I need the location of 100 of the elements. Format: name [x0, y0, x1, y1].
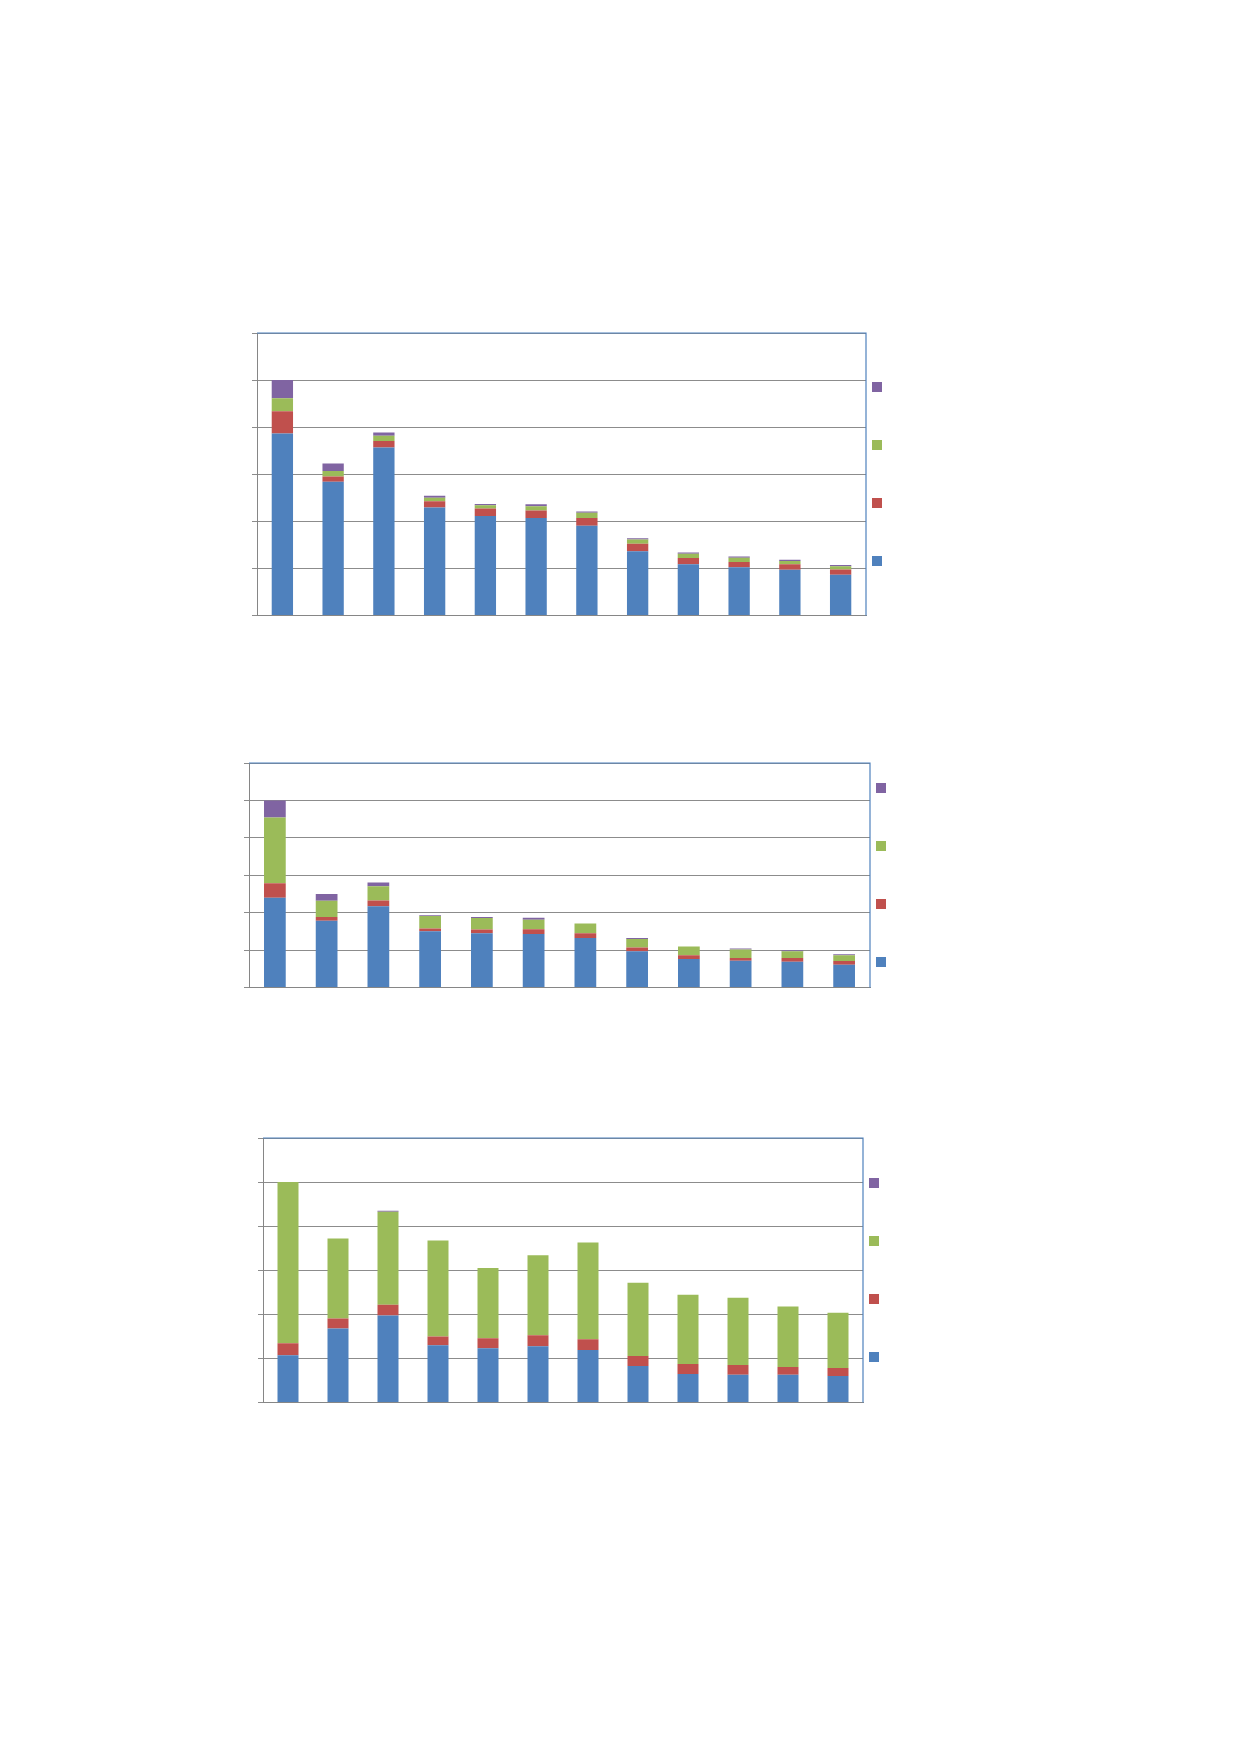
bar — [779, 560, 801, 565]
bar — [377, 1304, 399, 1316]
bar — [627, 1356, 649, 1366]
bar — [427, 1345, 449, 1403]
bar — [627, 1282, 649, 1357]
bar — [727, 1374, 749, 1403]
bar — [373, 447, 395, 616]
bar — [377, 1315, 399, 1403]
bar — [527, 1335, 549, 1347]
bar — [423, 495, 446, 498]
bar — [423, 507, 446, 616]
bar — [477, 1338, 499, 1349]
bar — [833, 955, 855, 962]
bar — [373, 432, 395, 436]
bar — [315, 920, 338, 988]
bar — [271, 433, 294, 616]
bar — [264, 800, 286, 818]
bar — [277, 1343, 299, 1356]
bar — [271, 411, 294, 434]
bar — [373, 441, 395, 448]
bar — [677, 564, 700, 616]
bar — [471, 929, 493, 934]
bar — [322, 476, 344, 482]
bar — [327, 1238, 349, 1319]
bar — [728, 567, 750, 616]
bar — [574, 923, 597, 934]
bar — [419, 931, 441, 988]
bar — [728, 561, 750, 568]
bar — [627, 1366, 649, 1403]
bar — [626, 551, 649, 616]
bar — [727, 1364, 749, 1375]
bar — [367, 906, 390, 988]
bar — [829, 569, 852, 575]
bar — [264, 897, 286, 988]
bar — [827, 1312, 849, 1368]
bar — [322, 463, 344, 471]
bar — [576, 512, 598, 519]
bar — [574, 938, 597, 988]
bar — [522, 929, 545, 935]
bar — [271, 398, 294, 412]
bar — [678, 946, 700, 956]
bar — [728, 557, 750, 562]
bar — [777, 1366, 799, 1375]
bar — [577, 1339, 599, 1351]
bar — [423, 501, 446, 508]
bar — [423, 497, 446, 502]
bar — [271, 380, 294, 399]
bar — [781, 958, 804, 962]
bar — [477, 1348, 499, 1403]
bar — [677, 553, 700, 558]
bar — [577, 1242, 599, 1340]
bar — [729, 960, 752, 988]
bar — [525, 506, 547, 511]
bar — [677, 557, 700, 565]
bar — [781, 961, 804, 988]
bar — [315, 900, 338, 918]
bar — [277, 1182, 299, 1344]
bar — [677, 1364, 699, 1374]
bar — [522, 919, 545, 930]
bar — [525, 504, 547, 507]
bar — [677, 1373, 699, 1403]
bar — [626, 951, 648, 988]
bar — [678, 958, 700, 988]
bar — [525, 510, 547, 519]
bar — [427, 1240, 449, 1337]
bar — [471, 933, 493, 988]
bar — [525, 518, 547, 616]
bar — [827, 1375, 849, 1403]
bar — [277, 1355, 299, 1403]
bar — [833, 964, 855, 988]
bar — [827, 1367, 849, 1376]
bar — [327, 1318, 349, 1329]
bar — [474, 508, 497, 516]
bar — [574, 933, 597, 938]
bar — [322, 471, 344, 477]
bar — [522, 934, 545, 988]
bar — [315, 917, 338, 921]
bar — [729, 949, 752, 959]
bar — [264, 817, 286, 884]
bar — [576, 525, 598, 616]
bar — [427, 1336, 449, 1346]
bar — [576, 518, 598, 526]
bar — [315, 894, 338, 901]
bar — [727, 1297, 749, 1365]
bar — [829, 574, 852, 616]
bar — [419, 928, 441, 932]
bar — [626, 938, 648, 948]
bar — [477, 1268, 499, 1339]
bar — [678, 955, 700, 959]
bar — [377, 1211, 399, 1305]
bar — [471, 917, 493, 930]
bar — [626, 543, 649, 552]
bar — [367, 886, 390, 901]
bar — [677, 1294, 699, 1365]
bar — [264, 883, 286, 898]
bar — [527, 1346, 549, 1403]
bar — [322, 481, 344, 616]
bar — [777, 1306, 799, 1367]
bar — [781, 951, 804, 959]
bar — [729, 958, 752, 961]
